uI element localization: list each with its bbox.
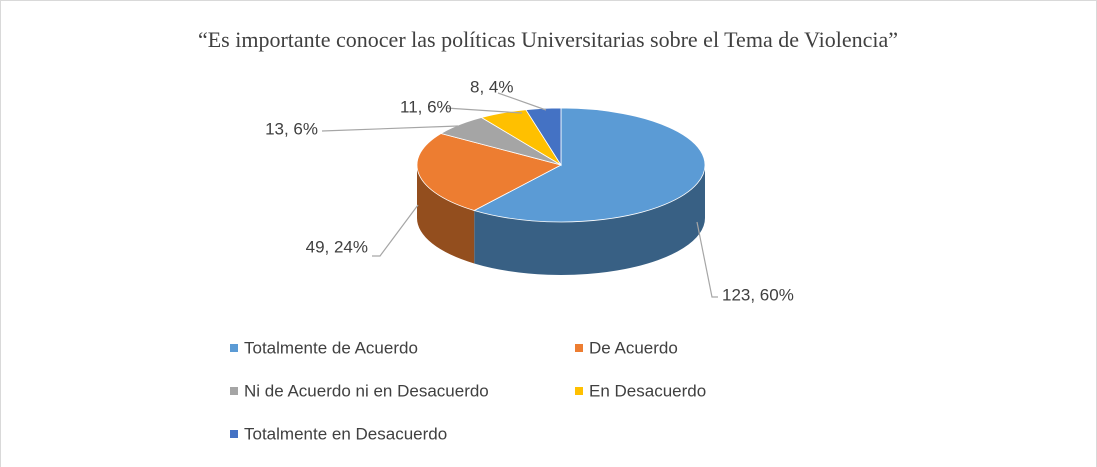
slice-side	[474, 165, 706, 276]
data-label: 8, 4%	[470, 77, 513, 96]
data-label: 123, 60%	[722, 285, 794, 304]
leader-line	[696, 221, 718, 298]
chart-title: “Es importante conocer las políticas Uni…	[198, 27, 898, 52]
data-label: 11, 6%	[400, 97, 452, 116]
slice	[416, 133, 563, 211]
legend-label: De Acuerdo	[589, 338, 678, 357]
leader-line	[445, 107, 523, 114]
leader-line	[321, 125, 459, 132]
slice	[473, 107, 706, 223]
data-label: 49, 24%	[306, 237, 368, 256]
legend-label: Ni de Acuerdo ni en Desacuerdo	[244, 381, 489, 400]
legend-label: Totalmente en Desacuerdo	[244, 424, 447, 443]
legend-swatch	[575, 387, 583, 395]
legend-label: En Desacuerdo	[589, 381, 706, 400]
slice-side	[417, 165, 475, 264]
leader-line	[497, 92, 547, 111]
legend-swatch	[575, 344, 583, 352]
data-label: 13, 6%	[265, 119, 318, 138]
legend-swatch	[230, 430, 238, 438]
legend-swatch	[230, 387, 238, 395]
leader-line	[372, 204, 419, 257]
legend-label: Totalmente de Acuerdo	[244, 338, 418, 357]
legend-swatch	[230, 344, 238, 352]
